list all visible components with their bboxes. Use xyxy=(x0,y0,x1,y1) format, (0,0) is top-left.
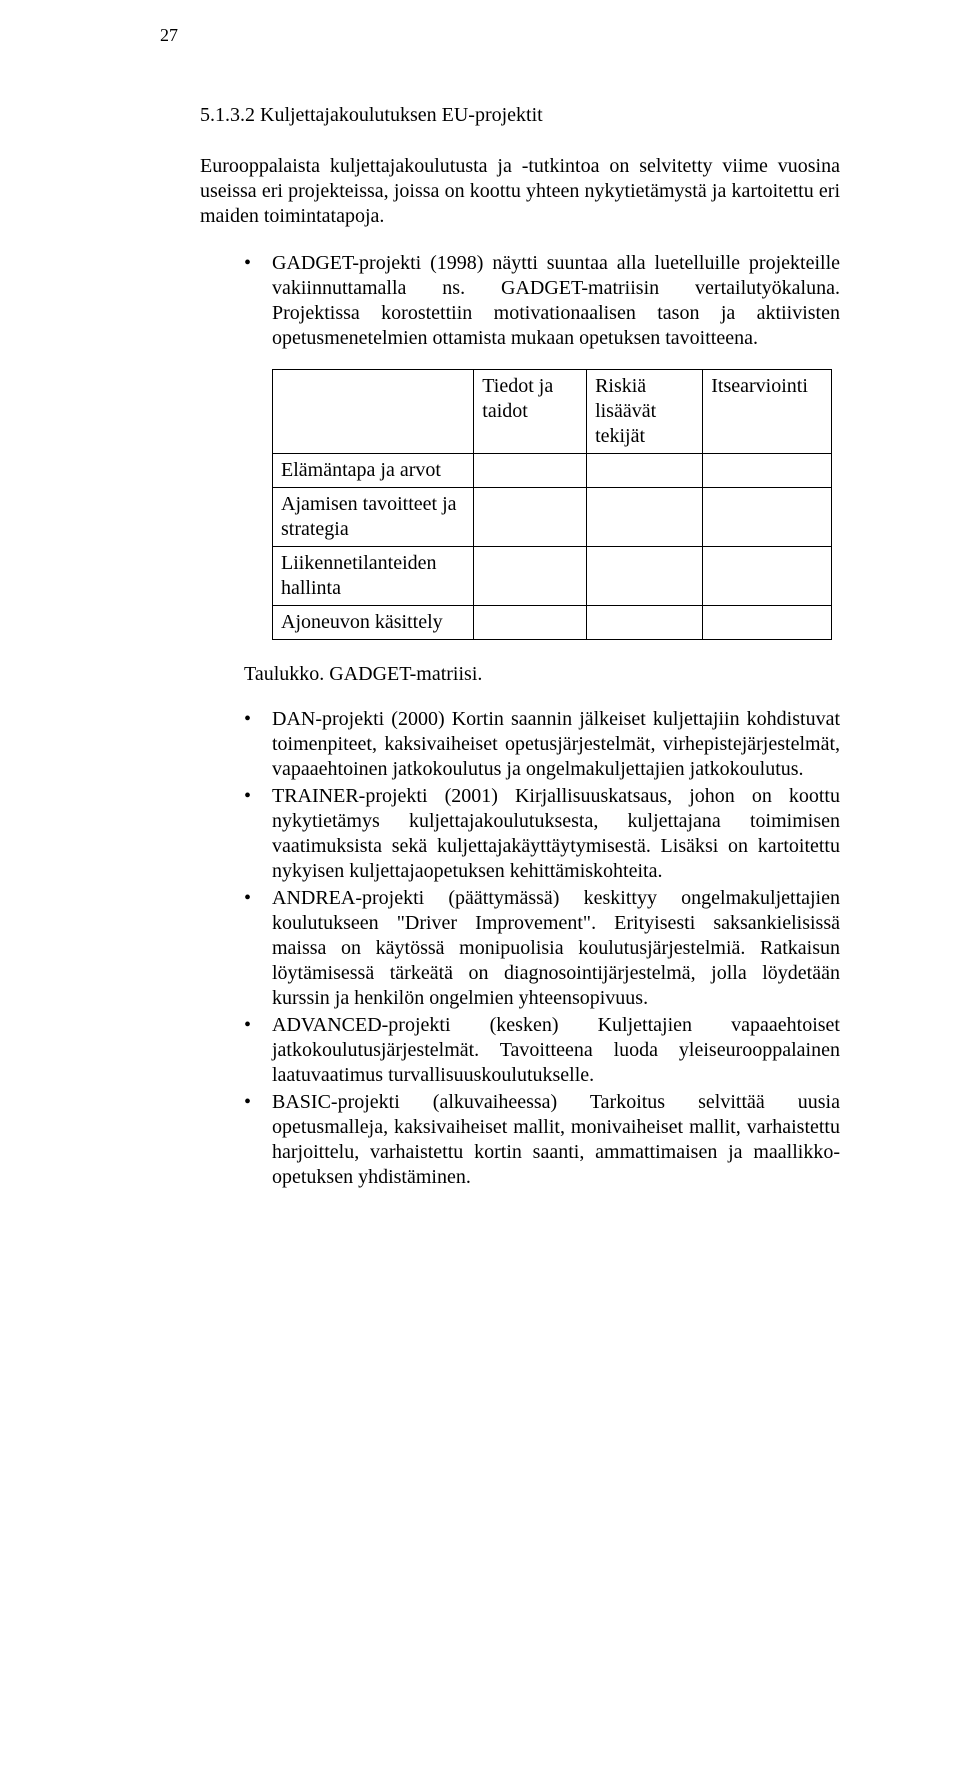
section-heading: 5.1.3.2 Kuljettajakoulutuksen EU-projekt… xyxy=(200,103,840,128)
table-cell-empty xyxy=(273,369,474,453)
bullet-icon: • xyxy=(244,1013,272,1088)
bullet-text: BASIC-projekti (alkuvaiheessa) Tarkoitus… xyxy=(272,1090,840,1190)
bullet-icon: • xyxy=(244,886,272,1011)
bullet-icon: • xyxy=(244,784,272,884)
bullet-text: ADVANCED-projekti (kesken) Kuljettajien … xyxy=(272,1013,840,1088)
list-item: • ADVANCED-projekti (kesken) Kuljettajie… xyxy=(244,1013,840,1088)
bullet-icon: • xyxy=(244,251,272,351)
list-item: • DAN-projekti (2000) Kortin saannin jäl… xyxy=(244,707,840,782)
table-row: Ajamisen tavoitteet ja strategia xyxy=(273,487,832,546)
matrix-table: Tiedot ja taidot Riskiä lisäävät tekijät… xyxy=(272,369,832,640)
table-cell xyxy=(474,605,587,639)
bullet-icon: • xyxy=(244,707,272,782)
bullet-text: DAN-projekti (2000) Kortin saannin jälke… xyxy=(272,707,840,782)
intro-paragraph: Eurooppalaista kuljettajakoulutusta ja -… xyxy=(200,154,840,229)
table-cell xyxy=(703,546,832,605)
table-cell xyxy=(587,605,703,639)
row-label: Ajoneuvon käsittely xyxy=(273,605,474,639)
table-cell xyxy=(474,453,587,487)
table-cell xyxy=(474,487,587,546)
gadget-matrix: Tiedot ja taidot Riskiä lisäävät tekijät… xyxy=(272,369,840,640)
table-cell xyxy=(703,605,832,639)
table-row: Elämäntapa ja arvot xyxy=(273,453,832,487)
row-label: Liikennetilanteiden hallinta xyxy=(273,546,474,605)
table-cell xyxy=(587,546,703,605)
bullet-list-2: • DAN-projekti (2000) Kortin saannin jäl… xyxy=(244,707,840,1190)
list-item: • ANDREA-projekti (päättymässä) keskitty… xyxy=(244,886,840,1011)
column-header: Itsearviointi xyxy=(703,369,832,453)
list-item: • BASIC-projekti (alkuvaiheessa) Tarkoit… xyxy=(244,1090,840,1190)
table-row: Liikennetilanteiden hallinta xyxy=(273,546,832,605)
table-cell xyxy=(474,546,587,605)
bullet-text: GADGET-projekti (1998) näytti suuntaa al… xyxy=(272,251,840,351)
table-cell xyxy=(703,453,832,487)
list-item: • TRAINER-projekti (2001) Kirjallisuuska… xyxy=(244,784,840,884)
table-cell xyxy=(587,487,703,546)
column-header: Riskiä lisäävät tekijät xyxy=(587,369,703,453)
table-caption: Taulukko. GADGET-matriisi. xyxy=(244,662,840,687)
table-row: Tiedot ja taidot Riskiä lisäävät tekijät… xyxy=(273,369,832,453)
column-header: Tiedot ja taidot xyxy=(474,369,587,453)
bullet-list-1: • GADGET-projekti (1998) näytti suuntaa … xyxy=(244,251,840,351)
page-number: 27 xyxy=(160,24,840,47)
bullet-text: ANDREA-projekti (päättymässä) keskittyy … xyxy=(272,886,840,1011)
bullet-text: TRAINER-projekti (2001) Kirjallisuuskats… xyxy=(272,784,840,884)
table-cell xyxy=(703,487,832,546)
bullet-icon: • xyxy=(244,1090,272,1190)
list-item: • GADGET-projekti (1998) näytti suuntaa … xyxy=(244,251,840,351)
row-label: Elämäntapa ja arvot xyxy=(273,453,474,487)
document-page: 27 5.1.3.2 Kuljettajakoulutuksen EU-proj… xyxy=(0,0,960,1266)
table-row: Ajoneuvon käsittely xyxy=(273,605,832,639)
table-cell xyxy=(587,453,703,487)
row-label: Ajamisen tavoitteet ja strategia xyxy=(273,487,474,546)
